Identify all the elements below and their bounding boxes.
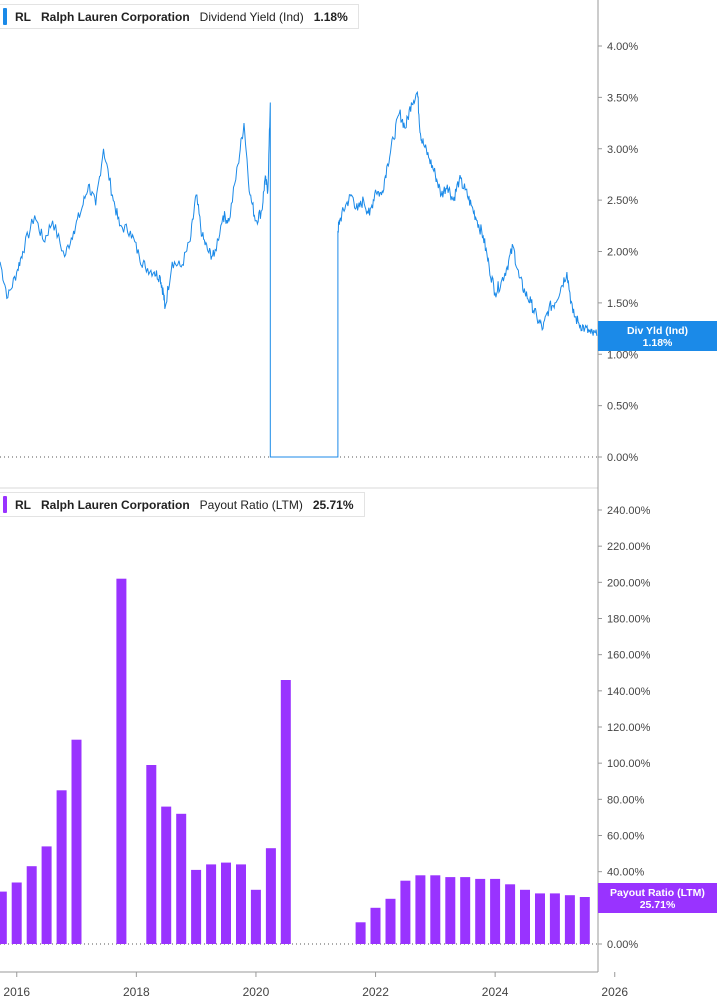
yield-legend-company: Ralph Lauren Corporation [41,9,190,24]
payout-legend-company: Ralph Lauren Corporation [41,497,190,512]
payout-bar [11,882,22,944]
yield-tick-label: 1.00% [607,349,638,361]
dividend-yield-panel: 0.00% 0.50% 1.00% 1.50% 2.00% 2.50% 3.00% 3.50%… [0,41,638,464]
yield-flag-value: 1.18% [642,337,673,349]
payout-bar [236,864,246,944]
yield-last-value-flag: Div Yld (Ind) 1.18% [598,321,717,351]
payout-tick-label: 100.00% [607,758,651,770]
yield-tick-label: 3.00% [607,144,638,156]
payout-tick-label: 140.00% [607,686,651,698]
payout-ratio-panel: 0.00%20.00%40.00%60.00%80.00%100.00%120.… [0,505,651,951]
dividend-yield-line [0,90,598,458]
payout-legend[interactable]: RL Ralph Lauren Corporation Payout Ratio… [0,492,365,517]
payout-bar [161,806,172,944]
yield-tick-label: 4.00% [607,41,638,53]
time-tick-label: 2016 [3,985,30,999]
payout-legend-value: 25.71% [312,497,354,512]
payout-legend-swatch [3,496,7,513]
payout-bar [400,880,411,944]
payout-bar [505,884,516,944]
payout-tick-label: 180.00% [607,614,651,626]
payout-tick-label: 220.00% [607,541,651,553]
payout-bar [56,790,67,944]
payout-bar [475,878,486,944]
time-tick-label: 2026 [601,985,628,999]
payout-bar [176,813,187,944]
payout-bar [71,739,82,944]
payout-bar [579,897,590,944]
payout-bar [0,891,7,944]
payout-bar [206,864,217,944]
yield-legend-ticker: RL [15,9,31,24]
payout-bar [520,889,530,945]
yield-legend-swatch [3,8,7,25]
payout-bar [564,895,575,944]
time-tick-label: 2024 [482,985,509,999]
payout-bar [191,869,202,944]
payout-bar [250,889,261,945]
payout-tick-label: 240.00% [607,505,651,517]
payout-bar [430,875,441,944]
payout-tick-label: 200.00% [607,577,651,589]
yield-tick-label: 1.50% [607,298,638,310]
payout-flag-label: Payout Ratio (LTM) [610,887,705,899]
yield-tick-label: 2.50% [607,195,638,207]
yield-tick-label: 0.00% [607,452,638,464]
time-tick-label: 2018 [123,985,150,999]
yield-tick-label: 2.00% [607,247,638,259]
payout-tick-label: 60.00% [607,831,645,843]
time-tick-label: 2020 [243,985,270,999]
payout-bar [280,680,291,944]
yield-flag-label: Div Yld (Ind) [626,325,689,337]
payout-bar [221,862,231,944]
payout-bar [549,893,560,944]
payout-tick-label: 0.00% [607,939,638,951]
payout-legend-ticker: RL [15,497,31,512]
payout-last-value-flag: Payout Ratio (LTM) 25.71% [598,883,717,913]
payout-bar [445,877,456,944]
payout-bar [385,898,396,944]
payout-flag-value: 25.71% [639,899,676,911]
payout-tick-label: 40.00% [607,867,645,879]
yield-axis-ticks: 0.00% 0.50% 1.00% 1.50% 2.00% 2.50% 3.00% 3.50%… [598,41,638,464]
payout-bar [490,878,501,944]
payout-bar [26,866,37,944]
yield-legend-metric: Dividend Yield (Ind) [199,9,304,24]
payout-tick-label: 160.00% [607,650,651,662]
time-axis-ticks: 2016 2018 2020 2022 2024 2026 [3,972,628,999]
payout-tick-label: 120.00% [607,722,651,734]
yield-legend-value: 1.18% [313,9,348,24]
payout-bar [415,875,426,944]
payout-bar [535,893,545,944]
payout-legend-metric: Payout Ratio (LTM) [199,497,303,512]
payout-bar [355,922,366,944]
time-tick-label: 2022 [362,985,389,999]
payout-bars [0,578,590,945]
payout-bar [116,578,127,944]
yield-legend[interactable]: RL Ralph Lauren Corporation Dividend Yie… [0,4,359,29]
yield-tick-label: 0.50% [607,401,638,413]
payout-bar [370,907,381,944]
payout-tick-label: 80.00% [607,794,645,806]
payout-bar [265,848,276,944]
payout-bar [146,765,157,944]
payout-bar [41,846,52,944]
payout-bar [460,877,471,944]
yield-tick-label: 3.50% [607,92,638,104]
